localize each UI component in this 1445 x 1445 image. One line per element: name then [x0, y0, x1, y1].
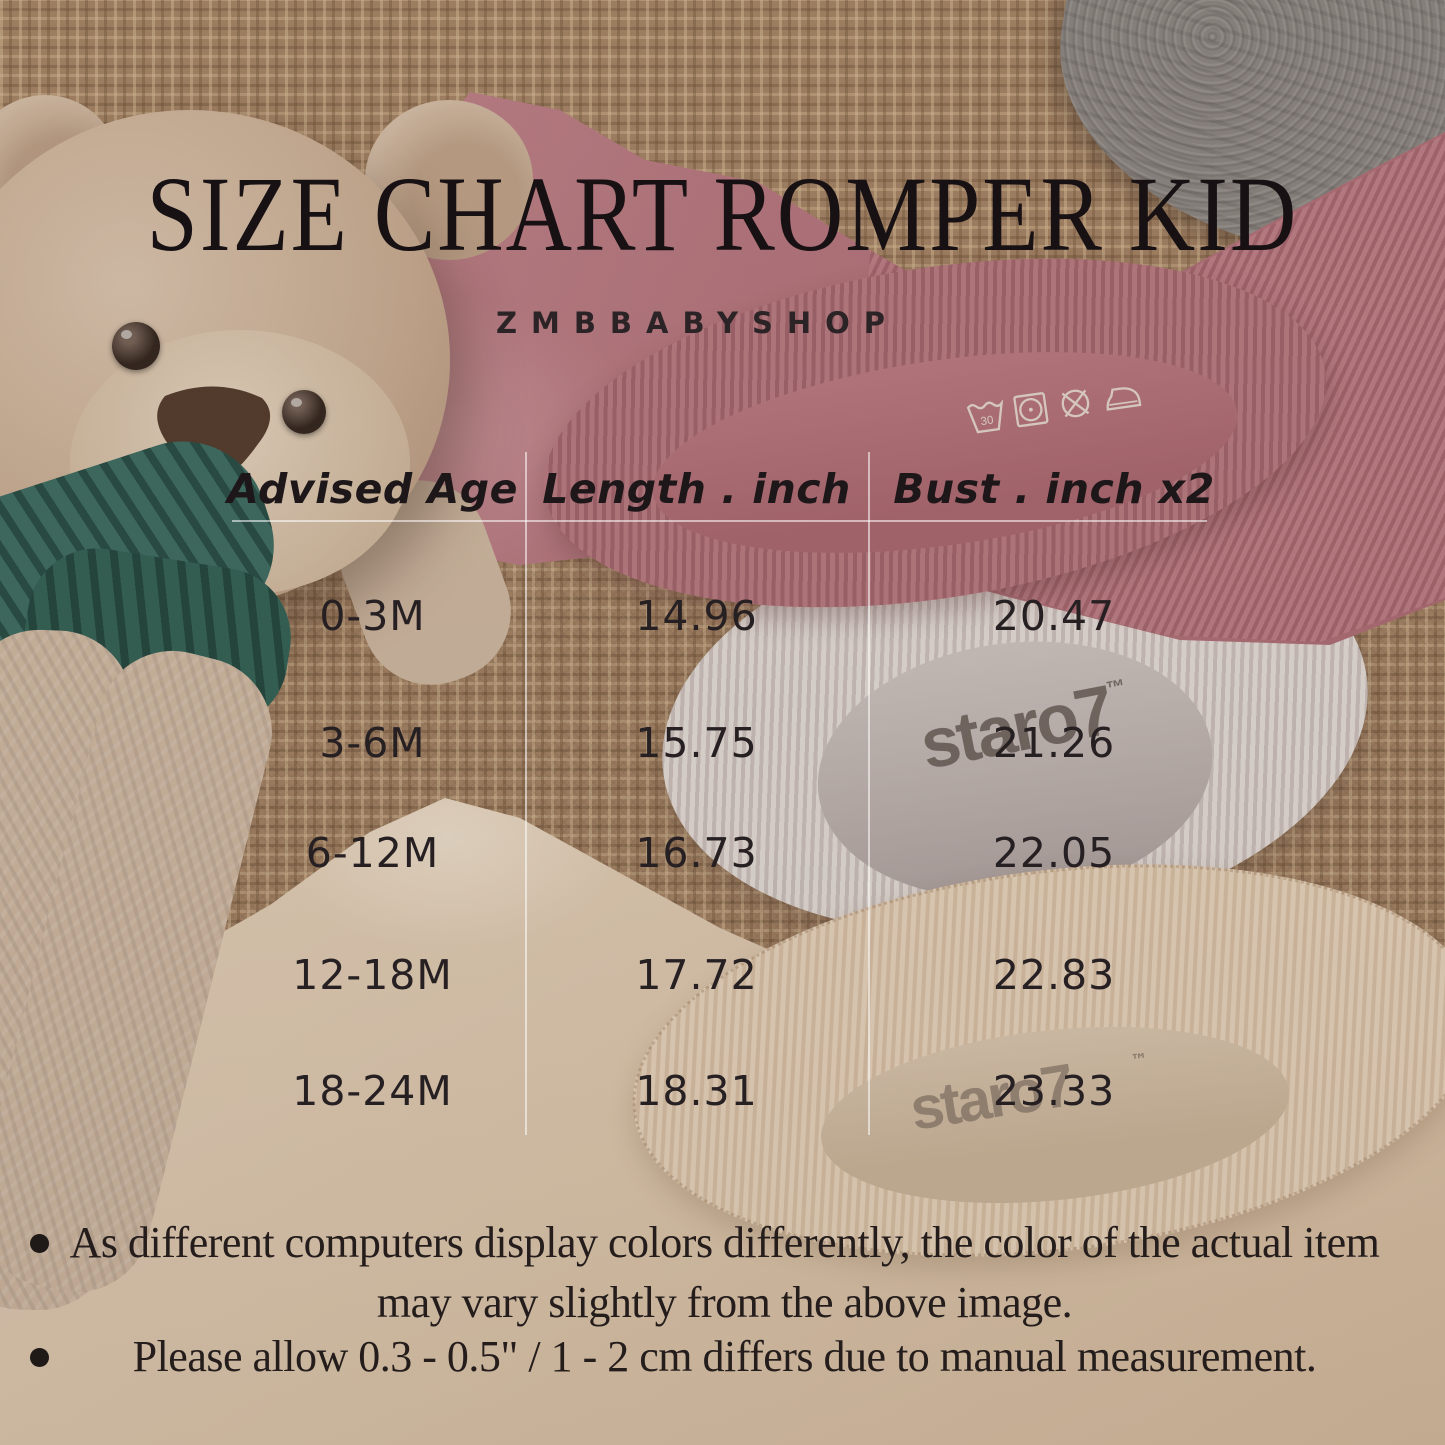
table-cell-age: 0-3M: [319, 592, 426, 640]
table-cell-length: 15.75: [635, 719, 758, 767]
table-cell-length: 14.96: [635, 592, 758, 640]
table-cell-age: 12-18M: [292, 951, 453, 999]
table-row: 18-24M 18.31 23.33: [0, 1066, 1445, 1116]
table-cell-bust: 22.05: [992, 829, 1116, 877]
bullet-icon: [30, 1348, 49, 1367]
teddy-bear: [0, 0, 560, 1320]
table-cell-age: 3-6M: [319, 719, 426, 767]
table-header-length: Length . inch: [542, 465, 851, 513]
table-cell-length: 18.31: [635, 1067, 758, 1115]
bullet-icon: [30, 1234, 49, 1253]
tumble-dry-icon: [1013, 392, 1049, 428]
table-cell-length: 16.73: [635, 829, 758, 877]
table-header-underline: [232, 520, 1207, 522]
table-row: 3-6M 15.75 21.26: [0, 718, 1445, 768]
table-row: 12-18M 17.72 22.83: [0, 950, 1445, 1000]
table-cell-length: 17.72: [635, 951, 758, 999]
table-cell-bust: 22.83: [992, 951, 1116, 999]
disclaimer-note-measurement: Please allow 0.3 - 0.5" / 1 - 2 cm diffe…: [132, 1332, 1317, 1381]
pink-romper-neck-opening: 30: [639, 319, 1251, 586]
bear-right-eye: [282, 390, 326, 434]
table-cell-age: 18-24M: [292, 1067, 453, 1115]
wash-30-icon: 30: [966, 399, 1004, 434]
table-column-divider: [868, 452, 870, 1135]
table-cell-age: 6-12M: [305, 829, 440, 877]
table-column-divider: [525, 452, 527, 1135]
svg-text:30: 30: [980, 414, 995, 429]
table-header-age: Advised Age: [227, 465, 518, 513]
iron-icon: [1106, 387, 1142, 411]
table-row: 0-3M 14.96 20.47: [0, 591, 1445, 641]
table-header-bust: Bust . inch x2: [893, 465, 1215, 513]
bear-left-eye: [112, 322, 160, 370]
table-cell-bust: 23.33: [992, 1067, 1116, 1115]
do-not-dry-clean-icon: [1061, 389, 1090, 418]
disclaimer-note-color: As different computers display colors di…: [69, 1218, 1380, 1327]
page-title: SIZE CHART ROMPER KID: [146, 154, 1299, 274]
table-cell-bust: 21.26: [992, 719, 1116, 767]
table-header-row: Advised Age Length . inch Bust . inch x2: [0, 462, 1445, 516]
care-label-icons: 30: [964, 372, 1145, 438]
table-row: 6-12M 16.73 22.05: [0, 828, 1445, 878]
shop-name: ZMBBABYSHOP: [495, 306, 900, 340]
table-cell-bust: 20.47: [992, 592, 1116, 640]
